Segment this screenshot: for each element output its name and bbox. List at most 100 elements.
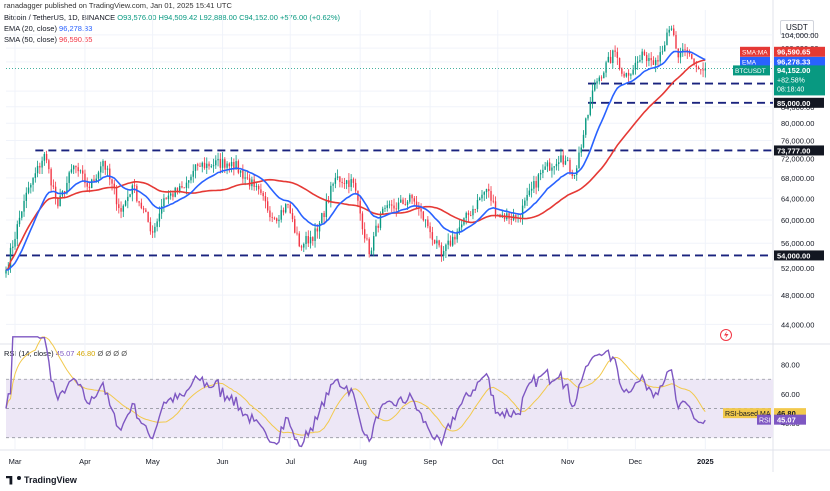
candle [533,175,535,193]
candle [388,200,391,209]
candle-body [264,196,267,202]
candle [548,158,551,171]
sma-legend[interactable]: SMA (50, close) 96,590.65 [4,35,92,44]
candle-body [136,185,138,202]
candle-body [158,213,161,222]
candle [244,171,246,186]
candle [221,152,224,173]
candle-body [553,166,555,168]
candle-body [109,168,111,180]
candle [242,164,244,184]
candle-body [605,62,607,73]
candle [296,226,298,236]
candle [352,177,355,188]
candle [348,173,350,194]
candle-body [704,68,707,71]
candle [282,207,285,216]
candle-body [237,161,240,173]
candle [12,240,14,255]
rsi-legend-extra: Ø Ø Ø Ø [97,349,128,358]
candle-body [336,176,339,178]
ema-legend-value: 96,278.33 [59,24,93,33]
candle-body [190,176,192,181]
candle [587,114,589,121]
candle-body [406,201,409,205]
candle [506,208,508,221]
candle-body [652,60,655,65]
candle [580,144,582,157]
candle [91,178,93,189]
candle-body [192,170,194,177]
candle [542,164,544,179]
price-label-box [774,46,825,57]
candle [614,45,616,57]
candle-body [48,160,50,170]
candle [212,158,215,173]
candle-body [594,83,596,91]
candle-body [334,177,337,184]
candle [219,153,222,174]
candle [420,203,422,219]
candle [32,177,34,192]
candle-body [30,184,32,188]
candle-body [449,240,452,246]
candle [636,56,639,70]
symbol-name[interactable]: Bitcoin / TetherUS, 1D, BINANCE [4,13,116,22]
candle-body [142,208,145,210]
ohlc-close: C94,152.00 [239,13,278,22]
candle-body [318,223,321,232]
candle [571,169,573,179]
candle-body [632,69,634,75]
candle-body [43,154,46,161]
candle-body [303,244,305,248]
candle-body [431,232,434,240]
candle [535,176,537,195]
candle [409,193,411,204]
y-tick-label: 60,000.00 [781,216,814,225]
candle-body [402,199,404,205]
y-tick-label: 52,000.00 [781,264,814,273]
candle-body [539,172,542,175]
candle-body [197,164,199,166]
candle [546,160,549,173]
candle-body [16,224,18,239]
price-labels: 90,000.0085,000.0073,777.0054,000.00SMA:… [723,46,825,425]
y-tick-label: 72,000.00 [781,155,814,164]
candle-body [269,210,271,218]
candle [48,158,50,174]
ema-legend[interactable]: EMA (20, close) 96,278.33 [4,24,92,33]
candle [203,157,206,170]
candle-body [97,172,100,179]
symbol-info: Bitcoin / TetherUS, 1D, BINANCE O93,576.… [4,13,340,22]
candle-body [483,192,485,195]
candle-body [616,51,619,58]
candle [181,181,183,189]
candle [702,62,704,78]
candle-body [242,170,244,179]
candle-body [57,197,59,207]
candle-body [587,114,589,119]
candle-body [188,180,190,183]
candle [246,171,249,180]
candle-body [422,211,425,221]
candle [481,190,483,202]
currency-button[interactable]: USDT [780,20,814,35]
candle-body [224,159,226,168]
candle [102,159,104,174]
candle [483,191,485,201]
level-label-bg [774,97,824,108]
candle [668,25,670,37]
candle [25,187,28,209]
candle [670,25,673,31]
candle-body [654,60,657,65]
x-tick-label: Mar [9,457,22,466]
candle-body [607,56,610,63]
candle-body [366,238,368,240]
candle [603,71,605,79]
candle-body [524,200,526,206]
tradingview-logo[interactable]: TradingView [6,475,77,485]
candle-body [296,232,298,234]
candle [528,183,531,197]
candle-body [88,186,91,188]
